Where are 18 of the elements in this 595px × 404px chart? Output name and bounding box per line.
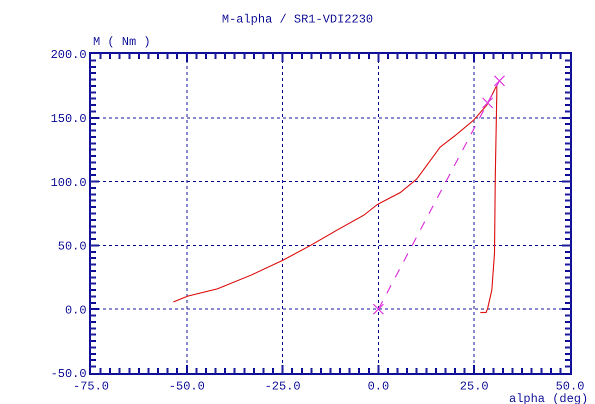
x-tick-label: 25.0 xyxy=(460,379,489,394)
chart-title: M-alpha / SR1-VDI2230 xyxy=(222,12,374,26)
x-tick-label: 0.0 xyxy=(368,379,390,394)
y-tick-label: 150.0 xyxy=(50,112,87,126)
y-axis-title: M ( Nm ) xyxy=(93,35,151,49)
x-tick-label: -50.0 xyxy=(168,379,205,394)
point xyxy=(494,75,506,86)
x-tick-label: -75.0 xyxy=(72,379,110,394)
x-tick-label: -25.0 xyxy=(264,379,301,394)
y-tick-label: 100.0 xyxy=(50,176,87,190)
point xyxy=(372,304,384,315)
x-tick-label: 50.0 xyxy=(556,379,584,394)
point xyxy=(482,97,494,108)
line-series xyxy=(172,84,498,314)
y-tick-label: 50.0 xyxy=(58,240,87,254)
y-tick-label: 200.0 xyxy=(50,48,87,62)
y-tick-label: 0.0 xyxy=(64,303,87,318)
y-tick-label: -50.0 xyxy=(50,367,87,382)
